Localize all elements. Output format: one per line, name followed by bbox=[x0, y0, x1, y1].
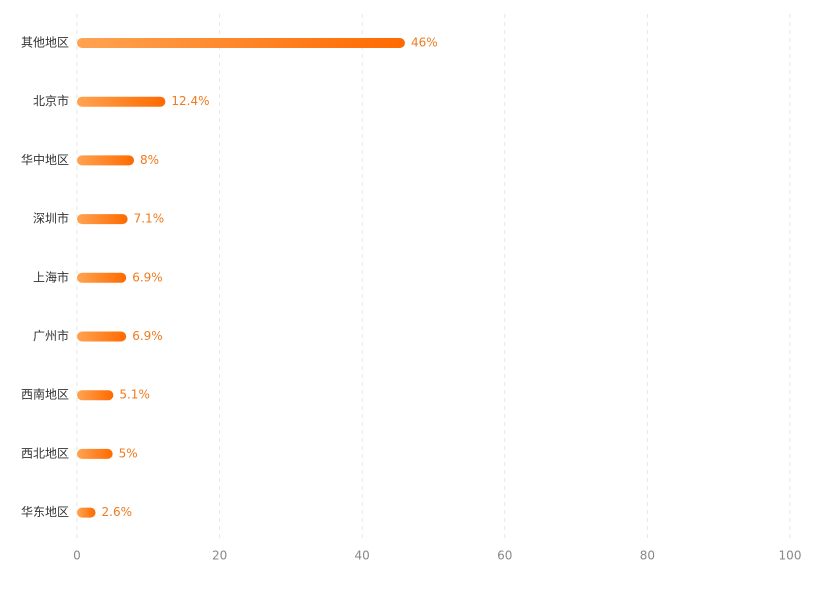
x-tick-label: 40 bbox=[355, 549, 370, 563]
bar bbox=[77, 38, 405, 48]
y-tick-label: 广州市 bbox=[33, 328, 69, 343]
bar bbox=[77, 448, 113, 459]
value-label: 12.4% bbox=[171, 94, 209, 108]
y-tick-label: 西南地区 bbox=[21, 387, 69, 402]
y-tick-label: 北京市 bbox=[33, 93, 69, 108]
bar bbox=[77, 96, 166, 107]
bar bbox=[77, 155, 135, 166]
y-tick-label: 上海市 bbox=[33, 269, 69, 284]
bar bbox=[77, 507, 96, 518]
x-tick-label: 0 bbox=[73, 549, 81, 563]
value-label: 5% bbox=[119, 446, 138, 460]
y-tick-label: 华中地区 bbox=[21, 152, 69, 167]
x-tick-label: 80 bbox=[640, 549, 655, 563]
value-label: 46% bbox=[411, 36, 438, 50]
x-tick-label: 60 bbox=[497, 549, 512, 563]
value-label: 6.9% bbox=[132, 329, 163, 343]
bar bbox=[77, 331, 127, 342]
value-label: 7.1% bbox=[134, 212, 165, 226]
y-tick-label: 深圳市 bbox=[33, 211, 69, 226]
bar bbox=[77, 272, 127, 283]
y-tick-label: 西北地区 bbox=[21, 446, 69, 460]
y-tick-label: 华东地区 bbox=[21, 505, 69, 519]
x-tick-label: 20 bbox=[212, 549, 227, 563]
value-label: 6.9% bbox=[132, 270, 163, 284]
value-label: 8% bbox=[140, 153, 159, 167]
bar bbox=[77, 390, 114, 401]
y-tick-label: 其他地区 bbox=[21, 36, 69, 50]
x-tick-label: 100 bbox=[779, 549, 802, 563]
bar bbox=[77, 214, 128, 225]
value-label: 2.6% bbox=[102, 505, 132, 519]
value-label: 5.1% bbox=[119, 388, 150, 402]
